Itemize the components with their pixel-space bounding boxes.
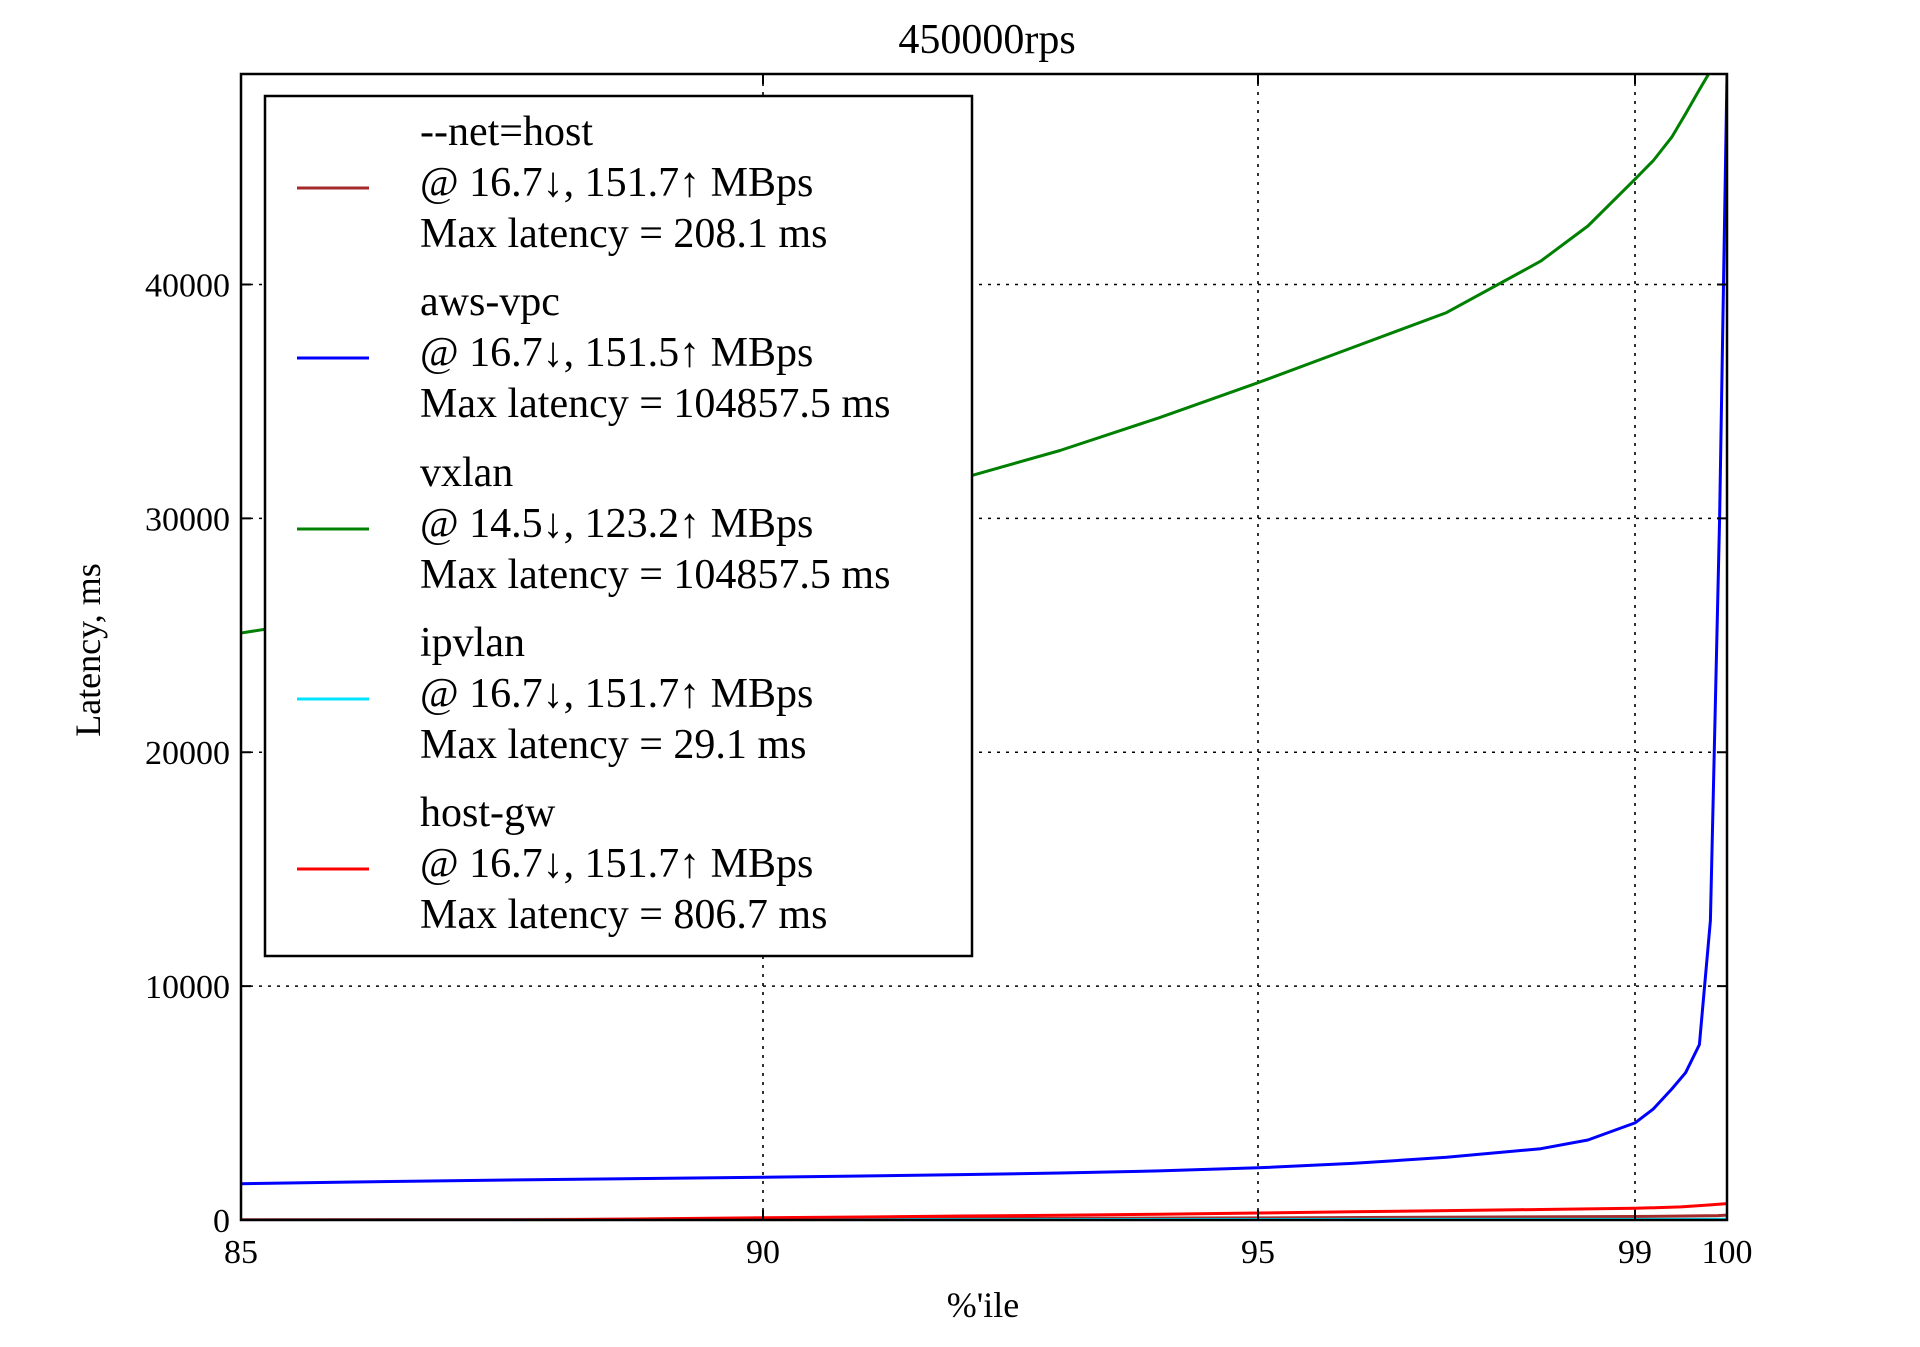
legend-entry-vxlan: vxlan @ 14.5↓, 123.2↑ MBps Max latency = 1… <box>297 450 890 598</box>
axis-ticks: 85 90 95 99 100 0 10000 20000 30000 40000 <box>145 74 1753 1271</box>
legend-entry-net-host: --net=host @ 16.7↓, 151.7↑ MBps Max latenc… <box>297 109 827 257</box>
legend-series-name: host-gw <box>420 790 556 836</box>
legend-rate: @ 16.7↓, 151.5↑ MBps <box>420 330 813 376</box>
x-tick-label: 95 <box>1241 1234 1275 1271</box>
legend-max-latency: Max latency = 806.7 ms <box>420 892 827 938</box>
legend-rate: @ 14.5↓, 123.2↑ MBps <box>420 501 813 547</box>
y-tick-label: 40000 <box>145 267 230 304</box>
legend-max-latency: Max latency = 104857.5 ms <box>420 552 890 598</box>
legend-series-name: ipvlan <box>420 620 525 666</box>
legend-box <box>263 94 974 958</box>
x-tick-label: 85 <box>224 1234 258 1271</box>
y-tick-label: 10000 <box>145 969 230 1006</box>
legend-rate: @ 16.7↓, 151.7↑ MBps <box>420 671 813 717</box>
legend-entry-host-gw: host-gw @ 16.7↓, 151.7↑ MBps Max latency =… <box>297 790 827 938</box>
series-line-aws-vpc <box>241 74 1727 1186</box>
y-axis-label: Latency, ms <box>68 563 108 737</box>
legend-series-name: vxlan <box>420 450 513 496</box>
x-axis-label: %'ile <box>947 1285 1019 1325</box>
legend-max-latency: Max latency = 208.1 ms <box>420 211 827 257</box>
legend-rate: @ 16.7↓, 151.7↑ MBps <box>420 160 813 206</box>
x-tick-label: 99 <box>1618 1234 1652 1271</box>
x-tick-label: 90 <box>746 1234 780 1271</box>
y-tick-label: 30000 <box>145 501 230 538</box>
legend-series-name: aws-vpc <box>420 279 560 325</box>
legend: --net=host @ 16.7↓, 151.7↑ MBps Max latenc… <box>263 94 974 958</box>
x-tick-label: 100 <box>1702 1234 1753 1271</box>
plot-frame <box>239 72 1729 1222</box>
legend-rate: @ 16.7↓, 151.7↑ MBps <box>420 841 813 887</box>
legend-max-latency: Max latency = 29.1 ms <box>420 722 806 768</box>
legend-entry-aws-vpc: aws-vpc @ 16.7↓, 151.5↑ MBps Max latency =… <box>297 279 890 427</box>
legend-entry-ipvlan: ipvlan @ 16.7↓, 151.7↑ MBps Max latency = … <box>297 620 813 768</box>
legend-max-latency: Max latency = 104857.5 ms <box>420 381 890 427</box>
y-tick-label: 20000 <box>145 735 230 772</box>
y-tick-label: 0 <box>213 1203 230 1240</box>
chart-title: 450000rps <box>898 17 1075 63</box>
legend-series-name: --net=host <box>420 109 593 155</box>
